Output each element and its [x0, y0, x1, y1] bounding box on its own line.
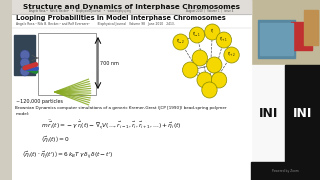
Bar	[304, 10, 318, 45]
Circle shape	[173, 34, 188, 50]
Bar	[12, 0, 251, 14]
Text: Angelo Rosa,¹²  Nils B. Becker²   •   Biophysical Journal   •   www.biophysj.org: Angelo Rosa,¹² Nils B. Becker² • Biophys…	[29, 9, 234, 13]
Bar	[259, 20, 295, 58]
Circle shape	[207, 57, 222, 73]
Text: Powered by Zoom: Powered by Zoom	[272, 169, 299, 173]
Text: Structure and Dynamics of Interphase Chromosomes: Structure and Dynamics of Interphase Chr…	[23, 4, 240, 10]
Text: Angelo Rosa,¹ Nils B. Becker,² and Rolf Everaers²        Biophysical Journal   V: Angelo Rosa,¹ Nils B. Becker,² and Rolf …	[16, 22, 175, 26]
Circle shape	[224, 47, 239, 63]
Text: model:: model:	[15, 112, 29, 116]
Circle shape	[189, 27, 205, 43]
Text: INI: INI	[259, 107, 278, 120]
Text: Looping Probabilities in Model Interphase Chromosomes: Looping Probabilities in Model Interphas…	[16, 15, 226, 21]
Text: $\vec{r}_{i-1}$: $\vec{r}_{i-1}$	[192, 31, 202, 39]
Bar	[251, 162, 320, 180]
Bar	[12, 0, 251, 180]
Text: $\vec{r}_{i-2}$: $\vec{r}_{i-2}$	[176, 38, 185, 46]
Bar	[251, 0, 320, 65]
Bar	[285, 65, 320, 162]
Text: $\vec{r}_{i+2}$: $\vec{r}_{i+2}$	[227, 51, 236, 59]
Circle shape	[205, 24, 220, 40]
Text: Brownian Dynamics computer simulations of a generic Kremer-Grest (JCP [1990]) be: Brownian Dynamics computer simulations o…	[15, 106, 227, 110]
Circle shape	[192, 50, 208, 66]
Circle shape	[20, 58, 30, 68]
Text: 700 nm: 700 nm	[100, 60, 119, 66]
Text: ~120,000 particles: ~120,000 particles	[16, 98, 63, 104]
Text: $\vec{r}_i$: $\vec{r}_i$	[210, 28, 214, 36]
Circle shape	[20, 50, 30, 60]
Circle shape	[216, 32, 232, 48]
Bar	[260, 23, 293, 55]
Circle shape	[20, 66, 30, 76]
Text: $m\,\ddot{\vec{r}}_i(t) = -\gamma\,\dot{\vec{r}}_i(t) - \nabla_{r_i}V(\ldots,\ve: $m\,\ddot{\vec{r}}_i(t) = -\gamma\,\dot{…	[41, 118, 182, 132]
Text: $\langle\vec{\eta}_i(t)\rangle = 0$: $\langle\vec{\eta}_i(t)\rangle = 0$	[41, 135, 70, 145]
Circle shape	[197, 72, 212, 88]
Text: $\langle\vec{\eta}_i(t)\cdot\vec{\eta}_j(t^{\prime})\rangle = 6\,k_B T\,\gamma\,: $\langle\vec{\eta}_i(t)\cdot\vec{\eta}_j…	[22, 149, 114, 161]
Bar	[38, 33, 96, 95]
Text: $\vec{r}_{i+1}$: $\vec{r}_{i+1}$	[219, 36, 228, 44]
Text: INI: INI	[293, 107, 312, 120]
Bar	[251, 65, 285, 162]
Bar	[291, 22, 312, 50]
Bar	[14, 35, 36, 75]
Circle shape	[212, 72, 227, 88]
Circle shape	[182, 62, 198, 78]
Circle shape	[202, 82, 217, 98]
